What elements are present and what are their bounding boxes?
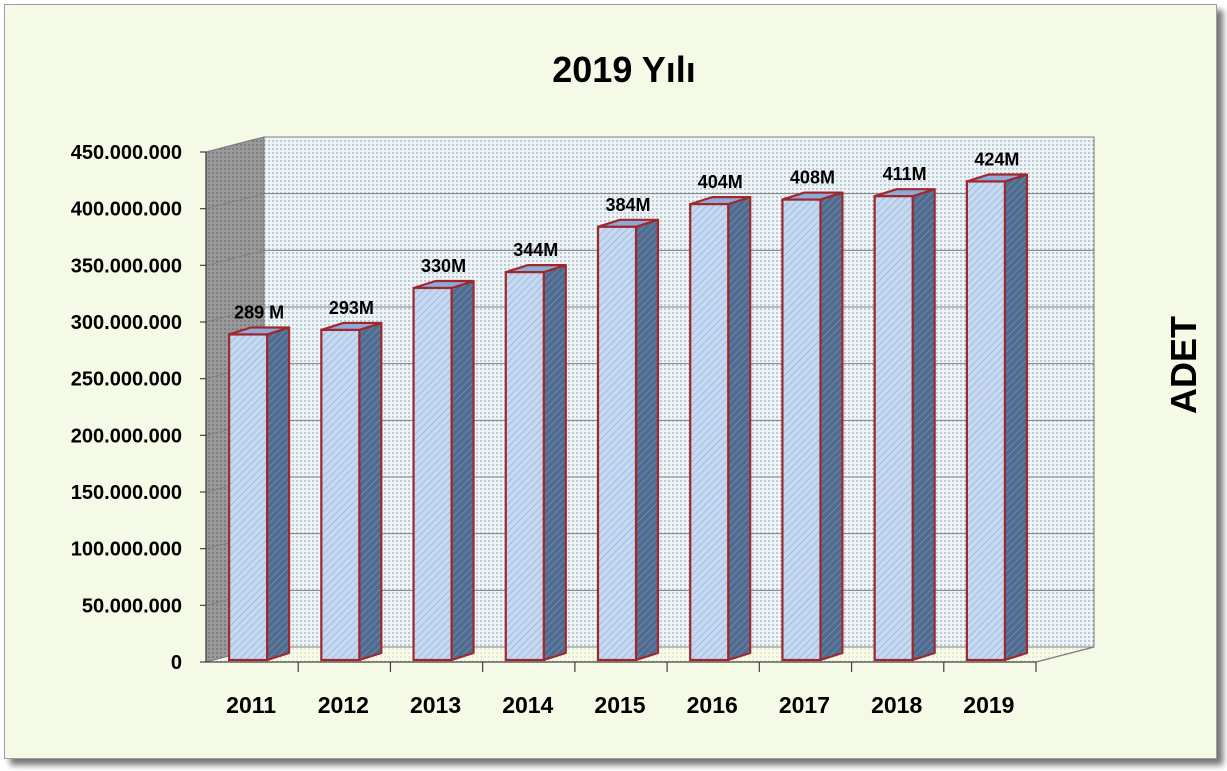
- y-tick-label: 300.000.000: [71, 312, 182, 334]
- x-tick-label: 2011: [226, 692, 276, 718]
- data-label: 289 M: [234, 302, 284, 322]
- bar-front: [781, 198, 822, 662]
- x-tick-label: 2012: [318, 692, 369, 718]
- data-label: 404M: [698, 172, 743, 192]
- y-tick-label: 50.000.000: [82, 595, 182, 617]
- bar: [873, 188, 936, 662]
- x-tick-label: 2013: [410, 692, 461, 718]
- bar-side: [266, 326, 291, 662]
- data-label: 424M: [974, 149, 1019, 169]
- bar-side: [634, 218, 660, 662]
- data-label: 293M: [329, 298, 374, 318]
- y-tick-label: 100.000.000: [71, 539, 182, 561]
- bar-side: [450, 279, 475, 662]
- x-tick-label: 2018: [871, 692, 922, 718]
- x-axis-depth-line: [1035, 646, 1095, 663]
- bar: [596, 218, 660, 662]
- y-tick-label: 450.000.000: [71, 142, 182, 164]
- plot-back-wall: [263, 136, 1095, 648]
- bar-front: [689, 203, 730, 662]
- y-tick-label: 150.000.000: [71, 482, 182, 504]
- y-axis-label: ADET: [1163, 316, 1204, 414]
- bar: [228, 326, 291, 662]
- data-label: 344M: [513, 240, 558, 260]
- x-tick-label: 2019: [963, 692, 1014, 718]
- bar: [320, 321, 383, 662]
- bar-side: [727, 196, 752, 662]
- chart-title: 2019 Yılı: [552, 49, 695, 90]
- x-tick-label: 2017: [779, 692, 830, 718]
- y-tick-label: 350.000.000: [71, 255, 182, 277]
- y-tick-label: 200.000.000: [71, 425, 182, 447]
- x-tick-label: 2015: [594, 692, 645, 718]
- bar: [965, 173, 1028, 662]
- bar-front: [596, 225, 638, 662]
- data-label: 408M: [790, 168, 835, 188]
- bar-side: [358, 321, 383, 662]
- bar: [781, 191, 844, 662]
- bar-front: [412, 286, 453, 662]
- y-tick-label: 0: [171, 652, 182, 674]
- bar-front: [873, 195, 914, 662]
- bar: [504, 264, 567, 662]
- y-gridline: [205, 136, 1094, 153]
- bar-front: [965, 180, 1006, 662]
- bar-side: [1003, 173, 1028, 662]
- y-tick-label: 400.000.000: [71, 199, 182, 221]
- bar-front: [228, 333, 269, 662]
- data-label: 384M: [605, 195, 650, 215]
- x-tick-label: 2014: [502, 692, 553, 718]
- bar: [689, 196, 752, 662]
- bar-front: [320, 328, 361, 662]
- bar: [412, 279, 475, 662]
- data-label: 411M: [883, 164, 927, 184]
- x-tick-label: 2016: [687, 692, 738, 718]
- bar-side: [542, 264, 567, 662]
- data-label: 330M: [421, 256, 466, 276]
- y-tick-label: 250.000.000: [71, 369, 182, 391]
- bar-front: [504, 271, 545, 662]
- bar-side: [819, 191, 844, 662]
- bar-side: [911, 188, 936, 662]
